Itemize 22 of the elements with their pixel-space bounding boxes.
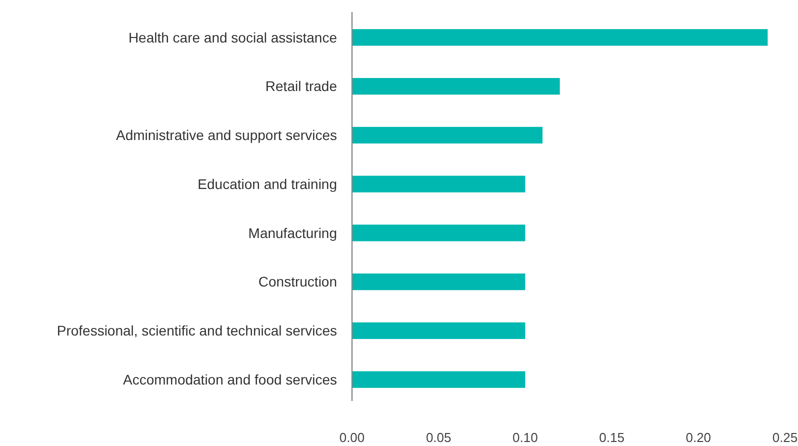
bar <box>352 274 526 290</box>
x-tick-label: 0.10 <box>512 430 538 445</box>
y-tick-label: Manufacturing <box>248 224 337 241</box>
y-tick-label: Administrative and support services <box>116 127 337 144</box>
x-tick-label: 0.00 <box>339 430 365 445</box>
bar <box>352 126 543 144</box>
y-tick-label: Education and training <box>198 176 337 192</box>
y-tick-label: Professional, scientific and technical services <box>56 322 337 339</box>
x-tick-label: 0.05 <box>426 430 452 445</box>
y-tick-label: Retail trade <box>265 78 338 94</box>
bar <box>352 322 526 339</box>
y-tick-label: Construction <box>258 274 337 290</box>
x-tick-label: 0.15 <box>599 430 624 445</box>
bar <box>352 176 526 192</box>
x-tick-label: 0.25 <box>772 430 798 445</box>
bar <box>352 371 526 388</box>
bar <box>352 29 768 46</box>
bar <box>352 78 560 95</box>
bar <box>352 224 526 242</box>
y-tick-label: Accommodation and food services <box>123 371 337 388</box>
y-tick-label: Health care and social assistance <box>128 29 338 46</box>
x-tick-label: 0.20 <box>686 430 712 445</box>
